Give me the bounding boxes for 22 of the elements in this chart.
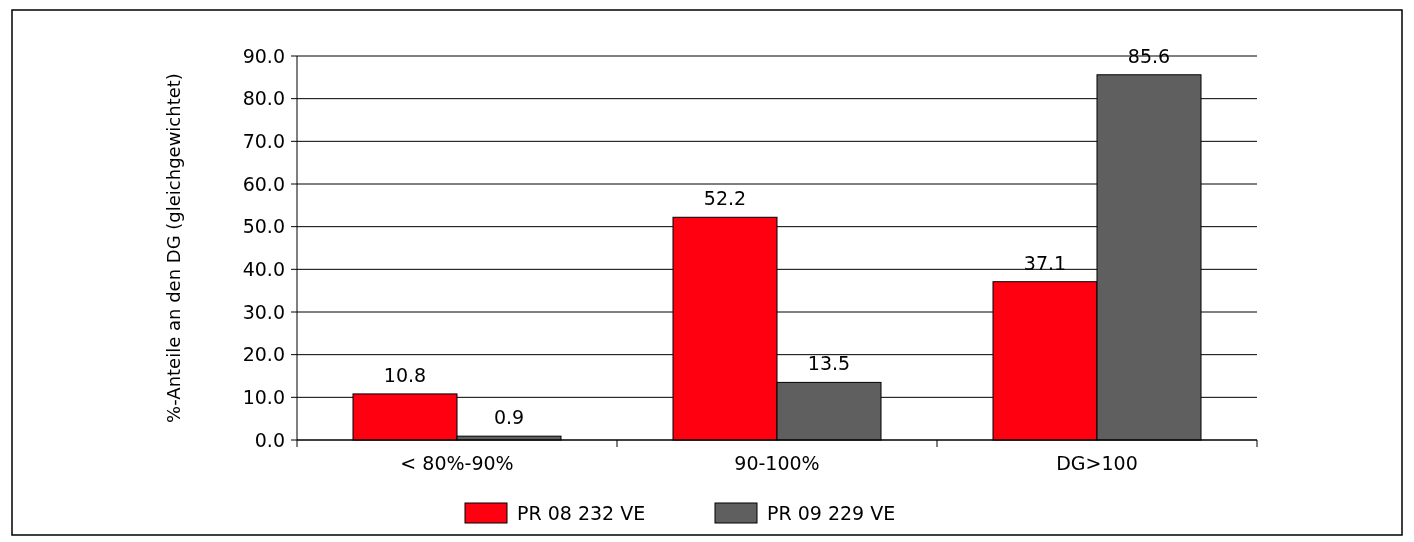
data-label: 85.6: [1127, 44, 1171, 67]
y-tick-label: 40.0: [242, 257, 285, 280]
x-tick-label: < 80%-90%: [400, 452, 514, 474]
x-tick-label: DG>100: [1056, 452, 1138, 474]
data-label: 0.9: [493, 406, 525, 429]
legend-label: PR 09 229 VE: [767, 501, 896, 524]
y-tick-label: 0.0: [254, 428, 285, 451]
y-tick-label: 80.0: [242, 87, 285, 110]
y-tick-label: 90.0: [242, 44, 285, 67]
y-tick-label: 10.0: [242, 385, 285, 408]
data-label: 13.5: [807, 352, 851, 375]
y-axis-title: %-Anteile an den DG (gleichgewichtet): [163, 73, 184, 423]
data-label: 37.1: [1023, 251, 1067, 274]
y-tick-label: 30.0: [242, 300, 285, 323]
y-tick-label: 70.0: [242, 129, 285, 152]
data-label: 52.2: [703, 187, 747, 210]
y-tick-label: 50.0: [242, 215, 285, 238]
x-tick-label: 90-100%: [734, 452, 820, 474]
y-tick-label: 60.0: [242, 172, 285, 195]
data-label: 10.8: [383, 363, 427, 386]
y-tick-label: 20.0: [242, 343, 285, 366]
legend-label: PR 08 232 VE: [517, 501, 646, 524]
